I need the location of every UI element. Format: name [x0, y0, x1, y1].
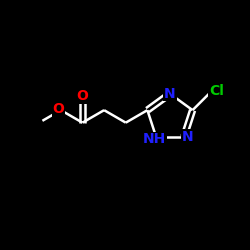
Text: N: N — [182, 130, 194, 144]
Text: NH: NH — [143, 132, 167, 146]
Text: Cl: Cl — [209, 84, 224, 98]
Text: N: N — [164, 87, 176, 101]
Text: O: O — [76, 89, 88, 103]
Text: O: O — [52, 102, 64, 116]
